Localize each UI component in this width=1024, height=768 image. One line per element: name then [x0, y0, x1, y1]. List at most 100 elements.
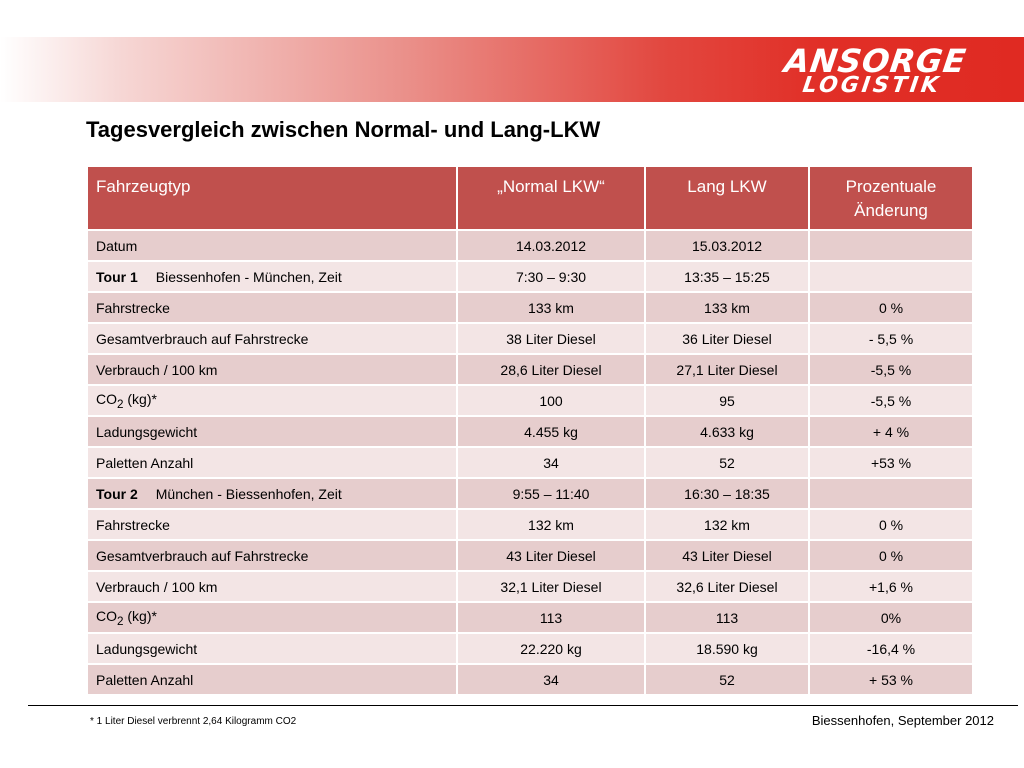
row-label-cell: Verbrauch / 100 km [86, 570, 458, 603]
table-row: Verbrauch / 100 km 32,1 Liter Diesel 32,6 … [86, 570, 974, 603]
lang-lkw-value: 36 Liter Diesel [644, 322, 810, 355]
change-value: + 4 % [808, 415, 974, 448]
change-value: 0 % [808, 508, 974, 541]
tour-label: Tour 2 [96, 485, 138, 502]
row-label-cell: Gesamtverbrauch auf Fahrstrecke [86, 322, 458, 355]
table-row: Ladungsgewicht 22.220 kg 18.590 kg -16,4 % [86, 632, 974, 665]
change-value: -5,5 % [808, 384, 974, 417]
lang-lkw-value: 16:30 – 18:35 [644, 477, 810, 510]
change-value: +1,6 % [808, 570, 974, 603]
normal-lkw-value: 100 [456, 384, 646, 417]
tour-label: Tour 1 [96, 268, 138, 285]
row-label-cell: Ladungsgewicht [86, 632, 458, 665]
change-value: -16,4 % [808, 632, 974, 665]
row-label: Gesamtverbrauch auf Fahrstrecke [96, 330, 309, 347]
co2-label: CO [96, 390, 117, 407]
table-row: Ladungsgewicht 4.455 kg 4.633 kg + 4 % [86, 415, 974, 448]
row-label-cell: Gesamtverbrauch auf Fahrstrecke [86, 539, 458, 572]
table-row: Tour 1 Biessenhofen - München, Zeit 7:30 –… [86, 260, 974, 293]
table-row: Gesamtverbrauch auf Fahrstrecke 43 Liter … [86, 539, 974, 572]
normal-lkw-value: 9:55 – 11:40 [456, 477, 646, 510]
lang-lkw-value: 43 Liter Diesel [644, 539, 810, 572]
header-fahrzeugtyp: Fahrzeugtyp [86, 165, 458, 231]
footnote: * 1 Liter Diesel verbrennt 2,64 Kilogram… [90, 716, 297, 727]
co2-subscript: 2 [117, 614, 124, 628]
normal-lkw-value: 113 [456, 601, 646, 634]
change-value: - 5,5 % [808, 322, 974, 355]
row-label: Ladungsgewicht [96, 640, 198, 657]
table-row: Tour 2 München - Biessenhofen, Zeit 9:55 –… [86, 477, 974, 510]
lang-lkw-value: 133 km [644, 291, 810, 324]
normal-lkw-value: 38 Liter Diesel [456, 322, 646, 355]
lang-lkw-value: 4.633 kg [644, 415, 810, 448]
normal-lkw-value: 34 [456, 663, 646, 696]
change-value [808, 477, 974, 510]
table-row: Gesamtverbrauch auf Fahrstrecke 38 Liter … [86, 322, 974, 355]
change-value: 0 % [808, 291, 974, 324]
header-lang-lkw: Lang LKW [644, 165, 810, 231]
row-label-cell: Verbrauch / 100 km [86, 353, 458, 386]
row-label-cell: CO2 (kg)* [86, 384, 458, 417]
table-row: Verbrauch / 100 km 28,6 Liter Diesel 27,1 … [86, 353, 974, 386]
table-row: Paletten Anzahl 34 52 + 53 % [86, 663, 974, 696]
normal-lkw-value: 22.220 kg [456, 632, 646, 665]
change-value: 0% [808, 601, 974, 634]
change-value: + 53 % [808, 663, 974, 696]
row-label: Paletten Anzahl [96, 454, 194, 471]
table-row: CO2 (kg)* 113 113 0% [86, 601, 974, 634]
header-banner: ANSORGE LOGISTIK [0, 37, 1024, 102]
table-header-row: Fahrzeugtyp „Normal LKW“ Lang LKW Prozen… [86, 165, 974, 231]
row-label-cell: Paletten Anzahl [86, 446, 458, 479]
change-value [808, 260, 974, 293]
row-label-cell: CO2 (kg)* [86, 601, 458, 634]
table-row: CO2 (kg)* 100 95 -5,5 % [86, 384, 974, 417]
row-label-cell: Datum [86, 229, 458, 262]
row-label: Datum [96, 237, 138, 254]
normal-lkw-value: 32,1 Liter Diesel [456, 570, 646, 603]
lang-lkw-value: 52 [644, 663, 810, 696]
footer-location-date: Biessenhofen, September 2012 [811, 713, 994, 728]
co2-label: CO [96, 607, 117, 624]
row-label-cell: Fahrstrecke [86, 291, 458, 324]
lang-lkw-value: 113 [644, 601, 810, 634]
change-value: 0 % [808, 539, 974, 572]
row-label: Paletten Anzahl [96, 671, 194, 688]
normal-lkw-value: 34 [456, 446, 646, 479]
co2-unit: (kg)* [123, 390, 157, 407]
row-label-cell: Paletten Anzahl [86, 663, 458, 696]
change-value: -5,5 % [808, 353, 974, 386]
table-row: Fahrstrecke 133 km 133 km 0 % [86, 291, 974, 324]
row-label: Verbrauch / 100 km [96, 361, 218, 378]
normal-lkw-value: 14.03.2012 [456, 229, 646, 262]
row-label-cell: Fahrstrecke [86, 508, 458, 541]
row-label: Gesamtverbrauch auf Fahrstrecke [96, 547, 309, 564]
row-label: Fahrstrecke [96, 299, 170, 316]
header-prozentuale-aenderung: Prozentuale Änderung [808, 165, 974, 231]
footer-divider [28, 705, 1018, 706]
row-label: Verbrauch / 100 km [96, 578, 218, 595]
lang-lkw-value: 95 [644, 384, 810, 417]
row-label-cell: Ladungsgewicht [86, 415, 458, 448]
lang-lkw-value: 15.03.2012 [644, 229, 810, 262]
table-row: Paletten Anzahl 34 52 +53 % [86, 446, 974, 479]
co2-unit: (kg)* [123, 607, 157, 624]
row-label-cell: Tour 2 München - Biessenhofen, Zeit [86, 477, 458, 510]
change-value: +53 % [808, 446, 974, 479]
row-label: Fahrstrecke [96, 516, 170, 533]
normal-lkw-value: 7:30 – 9:30 [456, 260, 646, 293]
table-body: Datum 14.03.2012 15.03.2012 Tour 1 Biessenho… [86, 229, 974, 696]
row-label: München - Biessenhofen, Zeit [155, 485, 342, 502]
lang-lkw-value: 32,6 Liter Diesel [644, 570, 810, 603]
change-value [808, 229, 974, 262]
normal-lkw-value: 28,6 Liter Diesel [456, 353, 646, 386]
normal-lkw-value: 4.455 kg [456, 415, 646, 448]
table-row: Fahrstrecke 132 km 132 km 0 % [86, 508, 974, 541]
row-label: Ladungsgewicht [96, 423, 198, 440]
page-title: Tagesvergleich zwischen Normal- und Lang… [86, 117, 601, 142]
normal-lkw-value: 132 km [456, 508, 646, 541]
header-normal-lkw: „Normal LKW“ [456, 165, 646, 231]
lang-lkw-value: 132 km [644, 508, 810, 541]
lang-lkw-value: 27,1 Liter Diesel [644, 353, 810, 386]
lang-lkw-value: 18.590 kg [644, 632, 810, 665]
row-label: Biessenhofen - München, Zeit [155, 268, 342, 285]
